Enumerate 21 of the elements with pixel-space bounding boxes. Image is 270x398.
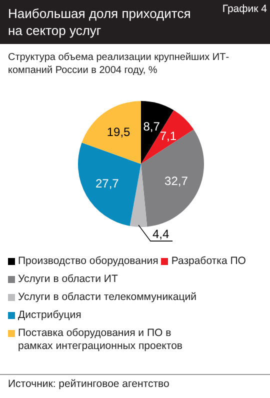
- pie-slice: [130, 164, 148, 227]
- pie-slice: [141, 110, 194, 164]
- pie-slice: [141, 101, 174, 164]
- data-label: 8,7: [143, 119, 160, 134]
- data-label: 4,4: [152, 227, 170, 242]
- data-label: 32,7: [164, 174, 188, 188]
- chart-title: Наибольшая доля приходится на сектор услуг: [8, 5, 192, 39]
- data-label: 27,7: [95, 176, 120, 190]
- pie-slice: [78, 142, 141, 226]
- legend-label: Услуги в области телекоммуникаций: [18, 291, 196, 304]
- pie-slice: [82, 101, 141, 164]
- text: График 4: [222, 3, 267, 15]
- data-label: 19,5: [106, 125, 131, 140]
- legend-label: Производство оборудования: [18, 255, 158, 268]
- data-label: 7,1: [160, 128, 177, 143]
- legend-label: Разработка ПО: [171, 255, 246, 268]
- legend-label: Дистрибуция: [18, 309, 82, 322]
- legend-label: Услуги в области ИТ: [18, 273, 118, 286]
- text: Источник: рейтинговое агентство: [0, 374, 270, 393]
- legend-label: Поставка оборудования и ПО в рамках интеграционных проектов: [18, 327, 184, 353]
- chart-subtitle: Структура объема реализации крупнейших ИТ-компаний России в 2004 году, %: [7, 51, 230, 77]
